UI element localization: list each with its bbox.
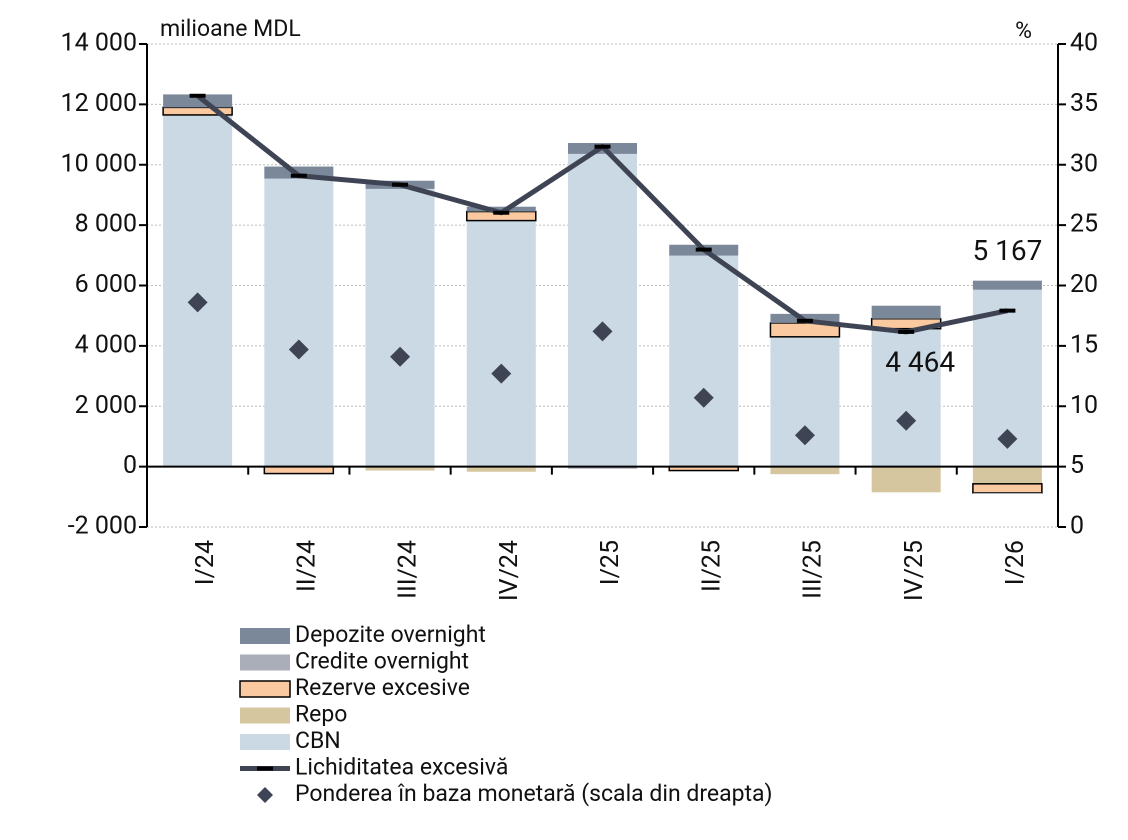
x-tick-label: IV/25 [900, 540, 929, 601]
scatter-point [794, 425, 815, 446]
y2-tick-label: 0 [1070, 512, 1084, 541]
data-label: 5 167 [972, 234, 1042, 267]
bar-segment [466, 466, 536, 472]
y2-tick-label: 35 [1070, 89, 1098, 118]
legend-swatch [240, 734, 290, 750]
y-tick-label: 10 000 [61, 149, 137, 178]
scatter-point [693, 387, 714, 408]
scatter-point [390, 346, 411, 367]
y2-axis-label: % [1015, 17, 1032, 44]
line-marker [999, 308, 1016, 313]
x-tick-label: I/24 [191, 540, 220, 585]
bar-segment [871, 328, 941, 467]
scatter-point [288, 339, 309, 360]
bar-segment [568, 153, 637, 467]
line-marker [392, 182, 409, 187]
y-tick-label: 8 000 [75, 210, 137, 239]
line-marker [189, 93, 206, 98]
x-tick-label: IV/24 [495, 540, 524, 601]
bar-segment [770, 336, 840, 467]
legend-label: Lichiditatea excesivă [295, 754, 508, 781]
legend-swatch [239, 680, 291, 698]
y-tick-label: 0 [123, 451, 137, 480]
bar-segment [466, 206, 536, 212]
y2-tick-label: 10 [1070, 391, 1098, 420]
y-tick-label: 2 000 [75, 391, 137, 420]
line-marker [796, 318, 813, 323]
bar-segment [972, 466, 1042, 484]
x-tick-label: III/25 [799, 540, 828, 599]
bar-segment [972, 483, 1043, 494]
legend-swatch [257, 787, 273, 803]
bar-segment [466, 220, 536, 467]
legend-label: Repo [295, 701, 347, 728]
legend-label: Credite overnight [295, 648, 469, 675]
y2-tick-label: 30 [1070, 149, 1098, 178]
y2-tick-label: 5 [1070, 451, 1084, 480]
data-label: 4 464 [885, 345, 955, 378]
legend-swatch [240, 628, 290, 644]
bar-segment [263, 465, 335, 475]
legend-label: Rezerve excesive [295, 674, 470, 701]
line-marker [695, 247, 712, 252]
line-marker [493, 210, 510, 215]
y-tick-label: 4 000 [75, 330, 137, 359]
bar-segment [365, 188, 435, 467]
y-axis-label: milioane MDL [160, 15, 301, 42]
legend-swatch [240, 654, 290, 671]
y2-tick-label: 25 [1070, 210, 1098, 239]
bar-segment [568, 466, 637, 469]
bar-segment [770, 466, 840, 475]
legend-label: CBN [295, 727, 341, 754]
x-tick-label: II/24 [292, 540, 321, 592]
scatter-point [592, 321, 613, 342]
legend-label: Ponderea în baza monetară (scala din dre… [295, 780, 773, 807]
bar-segment [871, 466, 941, 493]
scatter-point [997, 428, 1018, 449]
line-marker [290, 173, 307, 178]
x-tick-label: III/24 [394, 540, 423, 599]
bar-segment [163, 114, 233, 467]
legend-swatch [240, 707, 290, 724]
bar-segment [163, 94, 233, 108]
y-tick-label: 14 000 [61, 29, 137, 58]
x-tick-label: I/26 [1001, 540, 1030, 585]
x-tick-label: I/25 [596, 540, 625, 585]
bar-segment [972, 280, 1042, 290]
line-marker [898, 329, 915, 334]
scatter-point [896, 410, 917, 431]
legend-label: Depozite overnight [295, 621, 486, 648]
scatter-point [491, 363, 512, 384]
bar-segment [365, 466, 435, 471]
y2-tick-label: 15 [1070, 330, 1098, 359]
bar-segment [972, 492, 1042, 494]
y2-tick-label: 40 [1070, 29, 1098, 58]
line-marker [594, 144, 611, 149]
x-tick-label: II/25 [697, 540, 726, 592]
y2-tick-label: 20 [1070, 270, 1098, 299]
y-tick-label: 6 000 [75, 270, 137, 299]
bar-segment [669, 255, 739, 467]
y-tick-label: 12 000 [61, 89, 137, 118]
y-tick-label: -2 000 [68, 512, 137, 541]
scatter-point [187, 292, 208, 313]
bar-segment [264, 178, 334, 467]
legend-swatch-marker [257, 766, 273, 771]
bar-segment [871, 305, 941, 319]
